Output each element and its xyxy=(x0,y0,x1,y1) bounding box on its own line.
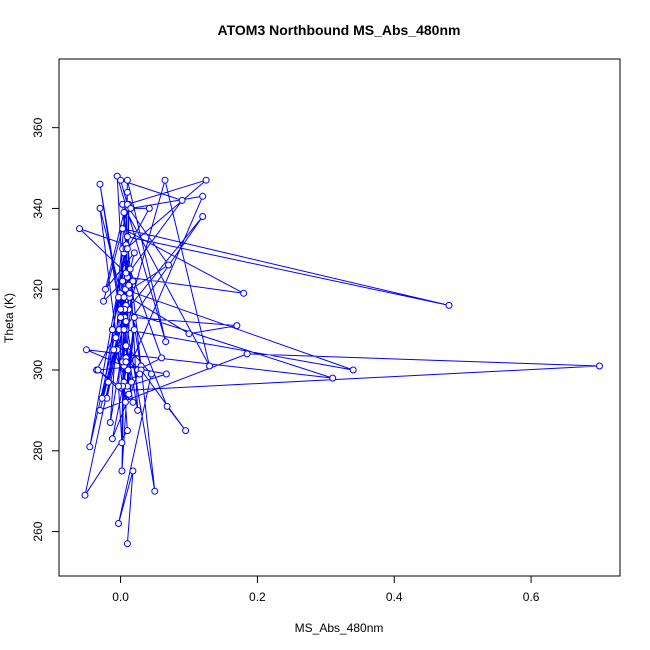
data-point xyxy=(119,225,127,233)
data-point xyxy=(185,330,193,338)
data-point xyxy=(162,370,170,378)
data-point xyxy=(123,176,131,184)
x-tick-label: 0.0 xyxy=(112,590,129,604)
data-point xyxy=(145,204,153,212)
y-tick-label: 360 xyxy=(31,117,45,137)
x-tick-label: 0.4 xyxy=(386,590,403,604)
data-point xyxy=(147,370,155,378)
data-point xyxy=(76,225,83,233)
data-point xyxy=(118,439,126,447)
y-tick-label: 340 xyxy=(31,198,45,218)
data-point xyxy=(178,196,186,204)
data-point xyxy=(117,176,125,184)
data-point xyxy=(117,305,125,313)
y-axis: 260 280 300 320 340 360 xyxy=(31,117,60,542)
data-point xyxy=(98,394,106,402)
data-point xyxy=(102,285,109,293)
data-point xyxy=(106,419,114,426)
data-point xyxy=(126,289,133,297)
y-axis-label: Theta (K) xyxy=(2,293,16,343)
data-point xyxy=(136,370,144,378)
x-tick-label: 0.6 xyxy=(523,590,540,604)
data-point xyxy=(123,245,131,253)
data-point xyxy=(130,249,138,257)
data-point xyxy=(129,398,137,406)
data-point xyxy=(161,176,169,184)
data-point xyxy=(108,435,116,443)
data-point xyxy=(243,350,251,358)
data-point xyxy=(110,346,118,354)
x-tick-label: 0.2 xyxy=(249,590,266,604)
series-line xyxy=(79,175,600,544)
data-point xyxy=(120,326,128,334)
data-point xyxy=(125,390,133,398)
x-axis: 0.0 0.2 0.4 0.6 xyxy=(112,575,540,604)
data-point xyxy=(182,427,190,435)
data-point xyxy=(125,281,133,289)
data-point xyxy=(82,346,90,354)
data-point xyxy=(596,362,603,370)
data-point xyxy=(129,277,137,285)
y-tick-label: 280 xyxy=(31,440,45,460)
data-point xyxy=(96,406,104,414)
data-point xyxy=(100,297,107,305)
data-point xyxy=(134,406,142,414)
data-point xyxy=(162,338,170,346)
data-point xyxy=(122,269,130,277)
y-tick-label: 260 xyxy=(31,521,45,541)
data-point xyxy=(349,366,357,374)
data-point xyxy=(123,427,131,435)
data-point xyxy=(104,378,112,386)
data-point xyxy=(96,204,104,212)
data-point xyxy=(122,342,130,350)
data-point xyxy=(126,265,134,273)
data-point xyxy=(151,487,159,495)
data-point xyxy=(123,188,131,196)
data-point xyxy=(445,301,453,309)
data-point xyxy=(96,180,104,188)
data-point xyxy=(199,213,207,220)
data-point xyxy=(206,362,213,370)
data-point xyxy=(117,314,125,321)
plot-frame xyxy=(58,58,621,577)
data-point xyxy=(128,378,135,386)
data-point xyxy=(121,398,129,406)
data-point xyxy=(233,322,241,330)
data-point xyxy=(120,209,128,216)
data-point xyxy=(81,491,89,499)
y-tick-label: 300 xyxy=(31,360,45,380)
data-point xyxy=(199,192,207,200)
x-axis-label: MS_Abs_480nm xyxy=(295,621,384,635)
data-point xyxy=(112,334,120,342)
data-point xyxy=(86,443,94,451)
data-point xyxy=(94,366,102,374)
data-point xyxy=(118,467,126,475)
data-point xyxy=(240,289,248,297)
y-tick-label: 320 xyxy=(31,279,45,299)
data-point xyxy=(122,318,130,325)
data-point xyxy=(115,520,122,527)
data-point xyxy=(130,326,138,334)
data-point xyxy=(127,204,135,212)
data-point xyxy=(124,366,132,374)
data-point xyxy=(123,540,131,548)
chart-title: ATOM3 Northbound MS_Abs_480nm xyxy=(218,22,461,38)
data-point xyxy=(108,326,116,334)
data-point xyxy=(122,358,130,366)
data-point xyxy=(329,374,337,382)
data-point xyxy=(158,354,166,362)
data-point xyxy=(202,176,210,184)
data-point xyxy=(119,277,127,285)
data-point xyxy=(129,467,137,475)
data-point xyxy=(115,382,122,390)
data-point xyxy=(165,261,172,269)
data-point xyxy=(120,293,128,301)
data-series xyxy=(76,172,603,548)
data-point xyxy=(130,314,138,321)
data-point xyxy=(123,233,131,241)
data-point xyxy=(163,402,171,410)
